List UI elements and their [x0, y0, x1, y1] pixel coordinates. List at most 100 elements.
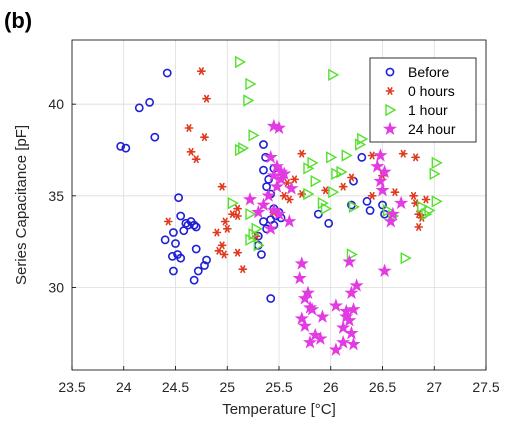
data-point [394, 195, 409, 210]
data-point [248, 228, 260, 241]
data-point [233, 248, 242, 257]
data-point [338, 182, 348, 191]
series-24-hour [242, 118, 409, 356]
data-point [202, 255, 211, 265]
data-point [274, 171, 289, 186]
data-point [313, 331, 328, 345]
data-point [193, 266, 203, 276]
data-point [277, 166, 292, 180]
data-point [344, 285, 359, 299]
data-point [370, 159, 385, 173]
data-point [365, 206, 375, 215]
data-point [263, 149, 278, 164]
series-0-hours [163, 67, 431, 274]
data-point [320, 202, 333, 215]
data-point [160, 235, 170, 245]
data-point [398, 149, 408, 158]
data-point [378, 200, 387, 210]
data-point [326, 151, 338, 164]
data-point [421, 207, 433, 221]
data-point [303, 187, 315, 201]
data-point [233, 212, 242, 220]
data-point [134, 103, 144, 113]
data-point [217, 182, 227, 191]
x-tick-label: 26.5 [369, 379, 396, 395]
data-point [191, 244, 201, 254]
data-point [297, 291, 312, 305]
data-point [259, 217, 268, 226]
data-point [171, 239, 180, 248]
data-point [189, 220, 199, 230]
data-point [217, 241, 227, 250]
y-axis-label: Series Capacitance [pF] [13, 125, 30, 285]
data-point [212, 228, 222, 237]
data-point [248, 129, 260, 142]
data-point [346, 336, 361, 351]
data-point [367, 191, 377, 200]
data-point [186, 147, 196, 156]
data-point [349, 278, 364, 292]
data-point [342, 254, 357, 268]
data-point [191, 155, 201, 164]
data-point [259, 140, 268, 149]
data-point [290, 175, 299, 184]
data-point [169, 228, 178, 237]
data-point [150, 132, 160, 142]
panel-label: (b) [4, 8, 32, 33]
data-point [307, 156, 319, 170]
data-point [242, 192, 258, 206]
data-point [421, 195, 431, 204]
data-point [121, 143, 131, 153]
data-point [305, 302, 320, 316]
data-point [377, 164, 392, 178]
legend-label: 24 hour [408, 121, 456, 137]
y-tick-label: 30 [48, 280, 64, 296]
data-point [375, 182, 390, 197]
data-point [266, 294, 276, 303]
data-point [336, 335, 351, 349]
data-point [257, 250, 266, 259]
data-point [373, 148, 388, 162]
data-point [315, 309, 330, 323]
data-point [362, 196, 372, 206]
data-point [271, 206, 287, 221]
data-marks [116, 55, 443, 356]
data-point [400, 251, 412, 265]
data-point [431, 156, 443, 170]
data-point [227, 196, 239, 210]
data-point [300, 285, 316, 299]
data-point [238, 265, 248, 274]
data-point [282, 214, 297, 228]
data-point [269, 179, 284, 193]
x-tick-label: 26 [323, 379, 339, 395]
data-point [357, 152, 367, 162]
legend-marker [385, 67, 395, 77]
data-point [234, 55, 247, 69]
y-tick-label: 35 [48, 188, 64, 204]
data-point [336, 165, 348, 179]
data-point [116, 141, 126, 151]
data-point [297, 318, 312, 332]
data-point [284, 181, 299, 195]
data-point [243, 94, 255, 107]
data-point [336, 320, 351, 334]
data-point [245, 207, 257, 221]
data-point [294, 256, 309, 270]
data-point [162, 68, 172, 78]
legend-marker [382, 121, 398, 135]
data-point [163, 217, 173, 226]
data-point [302, 335, 318, 349]
legend-label: Before [408, 64, 449, 80]
data-point [279, 191, 289, 200]
data-point [271, 120, 287, 134]
data-point [297, 149, 307, 158]
data-point [256, 197, 271, 211]
data-point [373, 173, 388, 188]
data-point [282, 179, 292, 187]
data-point [409, 191, 418, 200]
data-point [169, 266, 178, 276]
x-tick-label: 24 [116, 379, 132, 395]
x-tick-label: 27.5 [472, 379, 499, 395]
